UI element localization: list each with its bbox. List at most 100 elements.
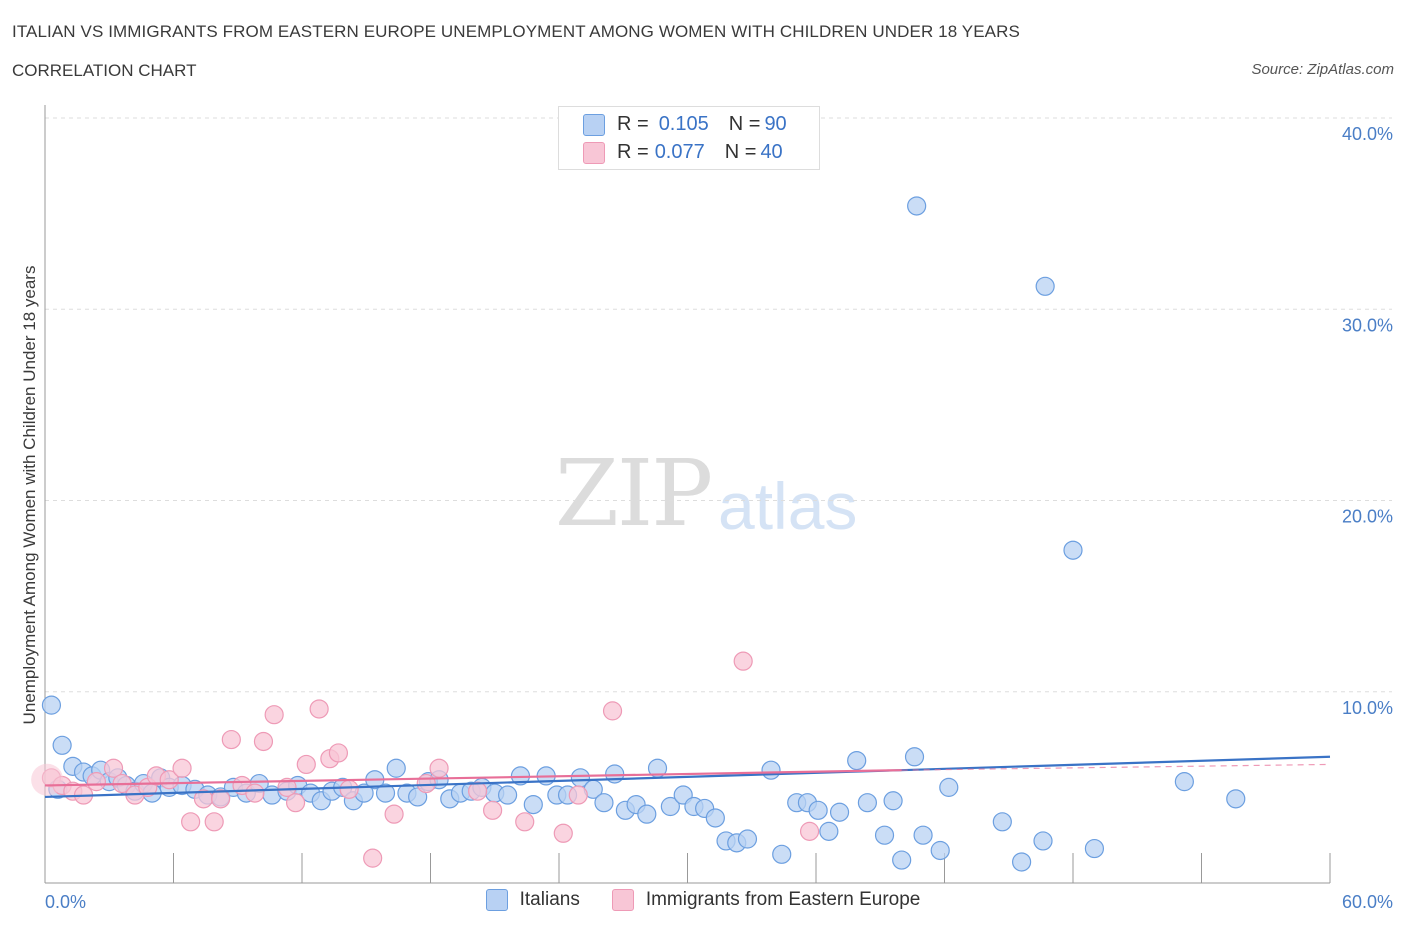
italians-point — [874, 825, 895, 845]
immigrants-point — [309, 699, 329, 719]
immigrants-point — [429, 758, 449, 778]
immigrants-point — [363, 848, 383, 868]
immigrants-point — [103, 758, 124, 778]
immigrants-point — [172, 758, 192, 778]
italians-point — [408, 787, 428, 807]
italians-swatch — [583, 113, 605, 136]
italians-point — [907, 196, 927, 216]
correlation-legend: R = 0.105 N = 90 R = 0.077 N = 40 — [558, 106, 820, 170]
immigrants-point — [285, 793, 306, 813]
italians-trend-line — [44, 755, 1331, 799]
immigrants-swatch — [583, 141, 605, 164]
italians-point — [594, 793, 614, 813]
italians-point — [1084, 838, 1105, 859]
italians-point — [1033, 831, 1053, 851]
italians-point — [883, 791, 903, 811]
italians-point — [992, 812, 1012, 832]
italians-point — [1063, 540, 1083, 560]
italians-point — [1174, 772, 1194, 792]
immigrants-point — [515, 812, 535, 832]
italians-point — [1011, 852, 1032, 872]
italians-point — [772, 844, 792, 864]
italians-point — [761, 760, 781, 780]
axes — [44, 105, 1330, 884]
immigrants-point — [568, 785, 588, 805]
chart-subtitle: CORRELATION CHART — [12, 61, 197, 80]
immigrants-point — [296, 754, 316, 775]
immigrants-point — [221, 729, 241, 750]
immigrants-legend-swatch — [611, 889, 634, 911]
italians-point — [52, 735, 72, 755]
italians-point — [930, 840, 950, 861]
italians-point — [808, 800, 828, 820]
italians-point — [1226, 789, 1246, 809]
legend-label-italians: Italians — [519, 889, 580, 910]
r-value: 0.105 — [658, 113, 709, 135]
n-label: N = — [724, 141, 757, 163]
x-ticks — [44, 853, 1331, 883]
immigrants-point — [245, 783, 265, 803]
legend-row-italians: R = 0.105 N = 90 — [583, 113, 791, 136]
immigrants-point — [384, 804, 404, 824]
source-label: Source: ZipAtlas.com — [1251, 61, 1394, 78]
immigrants-point — [264, 705, 284, 725]
italians-point — [892, 850, 912, 870]
r-label: R = — [617, 141, 649, 163]
r-label: R = — [617, 113, 649, 135]
immigrants-trend-extension — [901, 763, 1331, 771]
legend-row-immigrants: R = 0.077 N = 40 — [583, 141, 787, 164]
y-tick-label: 30.0% — [1342, 315, 1393, 335]
y-tick-label: 20.0% — [1342, 507, 1393, 527]
immigrants-point — [328, 743, 349, 763]
italians-legend-swatch — [485, 889, 508, 911]
italians-point — [913, 825, 933, 845]
italians-point — [819, 821, 839, 841]
immigrants-point — [253, 731, 274, 752]
y-tick-labels: 10.0% 20.0% 30.0% 40.0% — [1342, 124, 1393, 718]
immigrants-point — [602, 701, 623, 721]
n-value: 40 — [760, 141, 783, 163]
grid-lines — [45, 117, 1392, 693]
italians-point — [847, 750, 867, 771]
immigrants-point — [553, 823, 573, 843]
immigrants-point — [416, 773, 436, 794]
n-value: 90 — [764, 113, 787, 135]
italians-point — [939, 777, 959, 797]
legend-label-immigrants: Immigrants from Eastern Europe — [645, 889, 921, 910]
italians-point — [737, 829, 758, 849]
legend-item-italians: Italians — [485, 889, 580, 911]
immigrants-point — [86, 772, 107, 792]
watermark-zip: ZIP — [555, 440, 713, 547]
chart-title: ITALIAN VS IMMIGRANTS FROM EASTERN EUROP… — [12, 22, 1020, 41]
italians-point — [523, 794, 543, 815]
y-axis-label: Unemployment Among Women with Children U… — [20, 266, 39, 725]
n-label: N = — [728, 113, 761, 135]
y-tick-label: 40.0% — [1342, 124, 1393, 144]
italians-points — [41, 196, 1246, 872]
italians-point — [857, 793, 878, 813]
y-tick-label: 10.0% — [1342, 698, 1393, 718]
italians-point — [375, 783, 396, 803]
series-legend: Italians Immigrants from Eastern Europe — [0, 889, 1406, 911]
immigrants-point — [468, 781, 488, 801]
italians-point — [660, 796, 680, 817]
legend-item-immigrants: Immigrants from Eastern Europe — [611, 889, 921, 911]
r-value: 0.077 — [654, 141, 705, 163]
immigrants-point — [181, 812, 201, 832]
x-tick-label-min: 0.0% — [45, 892, 86, 912]
immigrants-point — [339, 779, 359, 799]
immigrants-point — [799, 821, 820, 841]
italians-point — [829, 802, 850, 822]
italians-point — [637, 804, 657, 824]
watermark-atlas: atlas — [718, 469, 858, 543]
italians-point — [498, 785, 518, 805]
italians-point — [41, 695, 62, 715]
italians-point — [904, 747, 925, 767]
immigrants-point — [483, 800, 503, 820]
trend-lines — [44, 755, 1331, 799]
italians-point — [705, 808, 725, 828]
immigrants-trend-line — [44, 769, 902, 787]
italians-point — [1035, 276, 1055, 296]
immigrants-point — [733, 651, 753, 671]
